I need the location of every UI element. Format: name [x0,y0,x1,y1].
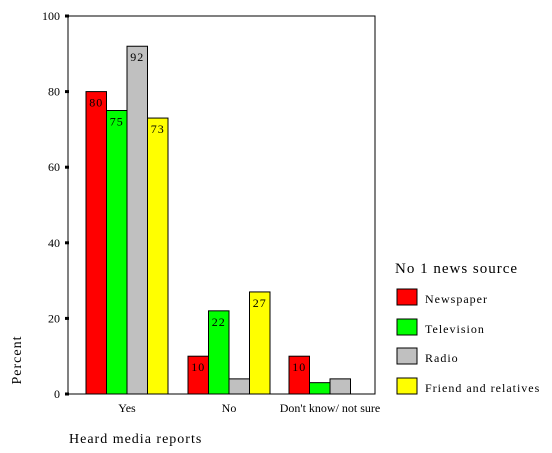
legend-swatch [396,347,418,365]
data-label: 10 [191,360,205,374]
legend: Newspaper Television Radio Friend and relat… [396,288,540,395]
y-axis: 0 20 40 60 80 100 [42,9,69,401]
legend-label: Newspaper [425,292,488,306]
legend-swatch [396,288,418,306]
data-label: 80 [89,96,103,110]
bar-television-no [208,310,230,395]
legend-swatch [396,318,418,336]
data-label: 22 [212,315,226,329]
legend-swatch [396,377,418,395]
data-label: 27 [253,296,267,310]
data-labels: 80 75 92 73 10 22 27 10 [89,50,306,374]
x-category-label: Yes [118,401,136,415]
legend-label: Radio [425,351,459,365]
y-tick-label: 0 [54,387,60,401]
y-tick-label: 100 [42,9,60,23]
data-label: 92 [130,50,144,64]
data-label: 10 [292,360,306,374]
bar-radio-don-t-know-not-sure [329,378,351,395]
legend-label: Friend and relatives [425,381,540,395]
y-tick-label: 60 [48,160,60,174]
x-category-label: Don't know/ not sure [280,401,381,415]
bar-radio-yes [126,45,148,395]
bar-newspaper-don-t-know-not-sure [288,355,310,395]
bar-friend-and-relatives-yes [147,117,169,395]
bar-friend-and-relatives-no [249,291,271,395]
y-tick-label: 80 [48,85,60,99]
y-axis-title: Percent [10,336,25,385]
bar-radio-no [228,378,250,395]
bar-newspaper-yes [85,91,107,395]
legend-label: Television [425,322,485,336]
y-tick-label: 20 [48,311,60,325]
legend-title: No 1 news source [395,261,518,277]
bar-television-don-t-know-not-sure [309,382,331,395]
x-axis-title: Heard media reports [69,432,202,447]
bar-television-yes [106,110,128,395]
x-category-label: No [222,401,237,415]
data-label: 73 [151,122,165,136]
x-axis-categories: Yes No Don't know/ not sure [118,401,380,415]
bars [85,45,351,395]
y-tick-label: 40 [48,236,60,250]
data-label: 75 [110,115,124,129]
